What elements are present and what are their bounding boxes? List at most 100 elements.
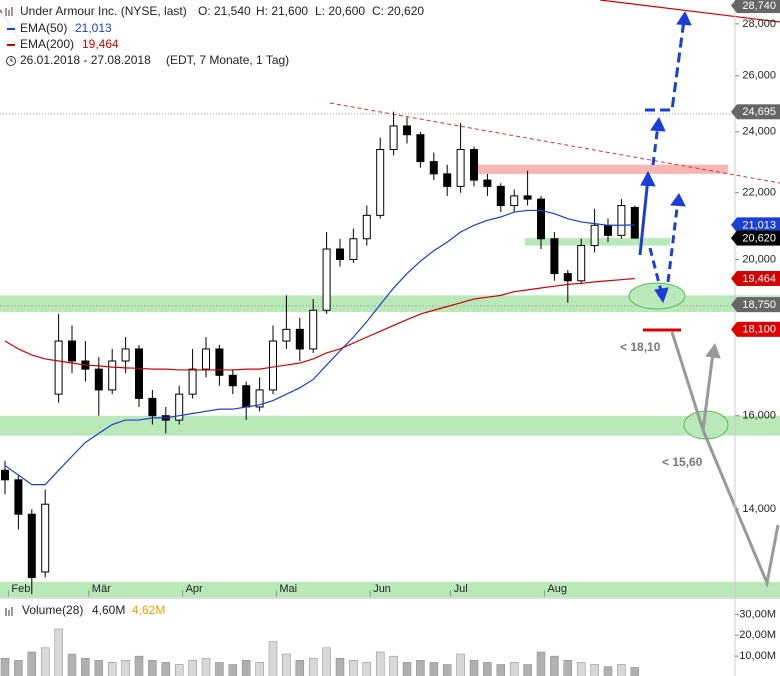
ema-line bbox=[4, 209, 635, 486]
x-tick-label: Mär bbox=[92, 583, 111, 595]
volume-bar bbox=[483, 662, 492, 676]
volume-tick-label: 20,00M bbox=[739, 629, 776, 641]
volume-bar bbox=[603, 666, 613, 676]
volume-bar bbox=[188, 660, 197, 676]
volume-bar bbox=[429, 662, 439, 676]
zone bbox=[478, 164, 728, 174]
volume-bar bbox=[107, 662, 117, 676]
price-tag bbox=[737, 217, 780, 233]
y-tick-label: 24,000 bbox=[742, 126, 776, 138]
candle-body bbox=[349, 238, 358, 260]
price-tag-pointer bbox=[731, 230, 737, 246]
trend-line bbox=[329, 102, 780, 184]
volume-bar bbox=[416, 660, 425, 676]
volume-bar bbox=[322, 647, 331, 676]
zone bbox=[0, 295, 780, 313]
annotation: < 18,10 bbox=[620, 340, 661, 354]
volume-tick-label: 10,00M bbox=[739, 650, 776, 662]
candle-body bbox=[456, 149, 465, 187]
volume-bar bbox=[121, 660, 130, 676]
volume-bar bbox=[469, 660, 479, 676]
candle-body bbox=[523, 195, 532, 200]
price-tag-pointer bbox=[731, 0, 737, 14]
x-tick-label: Feb bbox=[11, 583, 30, 595]
y-tick-label: 28,000 bbox=[742, 18, 776, 30]
volume-bar bbox=[389, 655, 398, 676]
x-tick-label: Aug bbox=[547, 583, 567, 595]
x-tick-label: Mai bbox=[279, 583, 297, 595]
date-range: 26.01.2018 - 27.08.2018 bbox=[20, 53, 151, 67]
candle-body bbox=[362, 214, 371, 240]
candle-body bbox=[403, 125, 411, 136]
candle-body bbox=[228, 374, 237, 387]
volume-bar bbox=[576, 662, 586, 676]
price-tag-pointer bbox=[731, 321, 737, 337]
ohlc: H: 21,600 bbox=[256, 4, 308, 18]
candle-body bbox=[148, 397, 157, 417]
volume-bar bbox=[442, 664, 452, 676]
candle-body bbox=[94, 368, 103, 391]
volume-current: 4,60M bbox=[92, 603, 125, 617]
price-tag-label: 18,100 bbox=[742, 324, 776, 336]
volume-bar bbox=[402, 662, 412, 676]
ema-line bbox=[4, 277, 635, 371]
header: Under Armour Inc. (NYSE, last) O: 21,540… bbox=[2, 2, 432, 68]
price-tag bbox=[737, 230, 780, 246]
price-tag-label: 28,740 bbox=[742, 0, 776, 12]
legend-value: 21,013 bbox=[75, 21, 112, 35]
volume-bar bbox=[54, 628, 63, 676]
volume-bar bbox=[282, 653, 291, 676]
y-tick-label: 16,000 bbox=[742, 410, 776, 422]
date-range-note: (EDT, 7 Monate, 1 Tag) bbox=[166, 53, 289, 67]
grid: Feb Mär Apr Mai Jun Jul Aug bbox=[7, 583, 567, 597]
title: Under Armour Inc. (NYSE, last) bbox=[20, 4, 187, 18]
candle-body bbox=[376, 149, 385, 216]
zone bbox=[0, 581, 780, 597]
candle-body bbox=[282, 328, 291, 342]
volume-bar bbox=[0, 657, 10, 676]
zone bbox=[0, 415, 780, 436]
volume-title: Volume(28) bbox=[22, 603, 83, 617]
plot bbox=[0, 111, 640, 676]
y-tick-label: 26,000 bbox=[742, 70, 776, 82]
volume-bar bbox=[375, 651, 385, 676]
candle-body bbox=[617, 205, 626, 236]
volume-bar bbox=[241, 660, 251, 676]
volume-bar bbox=[630, 667, 640, 676]
candle-body bbox=[322, 248, 331, 311]
candle-body bbox=[630, 207, 639, 239]
volume-bar bbox=[148, 660, 157, 676]
volume-bar bbox=[362, 662, 372, 676]
candle-body bbox=[215, 348, 224, 376]
candle-body bbox=[416, 134, 425, 163]
price-tag-label: 20,620 bbox=[742, 232, 776, 244]
candle-body bbox=[510, 195, 519, 207]
price-tag-label: 18,750 bbox=[742, 299, 776, 311]
candle-body bbox=[121, 348, 130, 362]
icon bbox=[6, 56, 16, 66]
candle-body bbox=[563, 273, 572, 282]
volume-bar bbox=[550, 655, 559, 676]
volume-bar bbox=[67, 653, 77, 676]
volume-bar bbox=[134, 655, 144, 676]
candle-body bbox=[336, 248, 344, 260]
x-tick-label: Jun bbox=[373, 583, 391, 595]
volume-bar bbox=[590, 664, 599, 676]
candle-body bbox=[202, 348, 210, 370]
volume-bar bbox=[215, 662, 224, 676]
candle-body bbox=[590, 224, 599, 247]
volume-average: 4,62M bbox=[132, 603, 165, 617]
candle-body bbox=[188, 368, 197, 395]
x-tick-label: Apr bbox=[186, 583, 203, 595]
y-tick-label: 20,000 bbox=[742, 253, 776, 265]
volume-bar bbox=[563, 660, 573, 676]
price-tag bbox=[737, 0, 780, 14]
candle-body bbox=[27, 513, 36, 578]
candle-body bbox=[14, 479, 23, 515]
price-tag-pointer bbox=[731, 297, 737, 313]
volume-bar bbox=[617, 664, 626, 676]
candle-body bbox=[309, 309, 318, 350]
candle-body bbox=[54, 340, 63, 395]
candle-body bbox=[295, 328, 304, 350]
